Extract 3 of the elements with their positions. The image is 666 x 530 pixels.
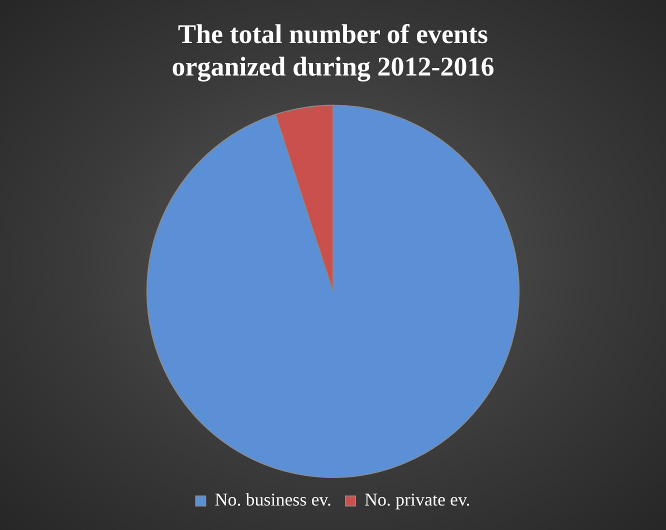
chart-title: The total number of events organized during 2012-2016 <box>172 19 494 82</box>
legend-label: No. business ev. <box>214 490 332 510</box>
legend-label: No. private ev. <box>364 490 470 510</box>
